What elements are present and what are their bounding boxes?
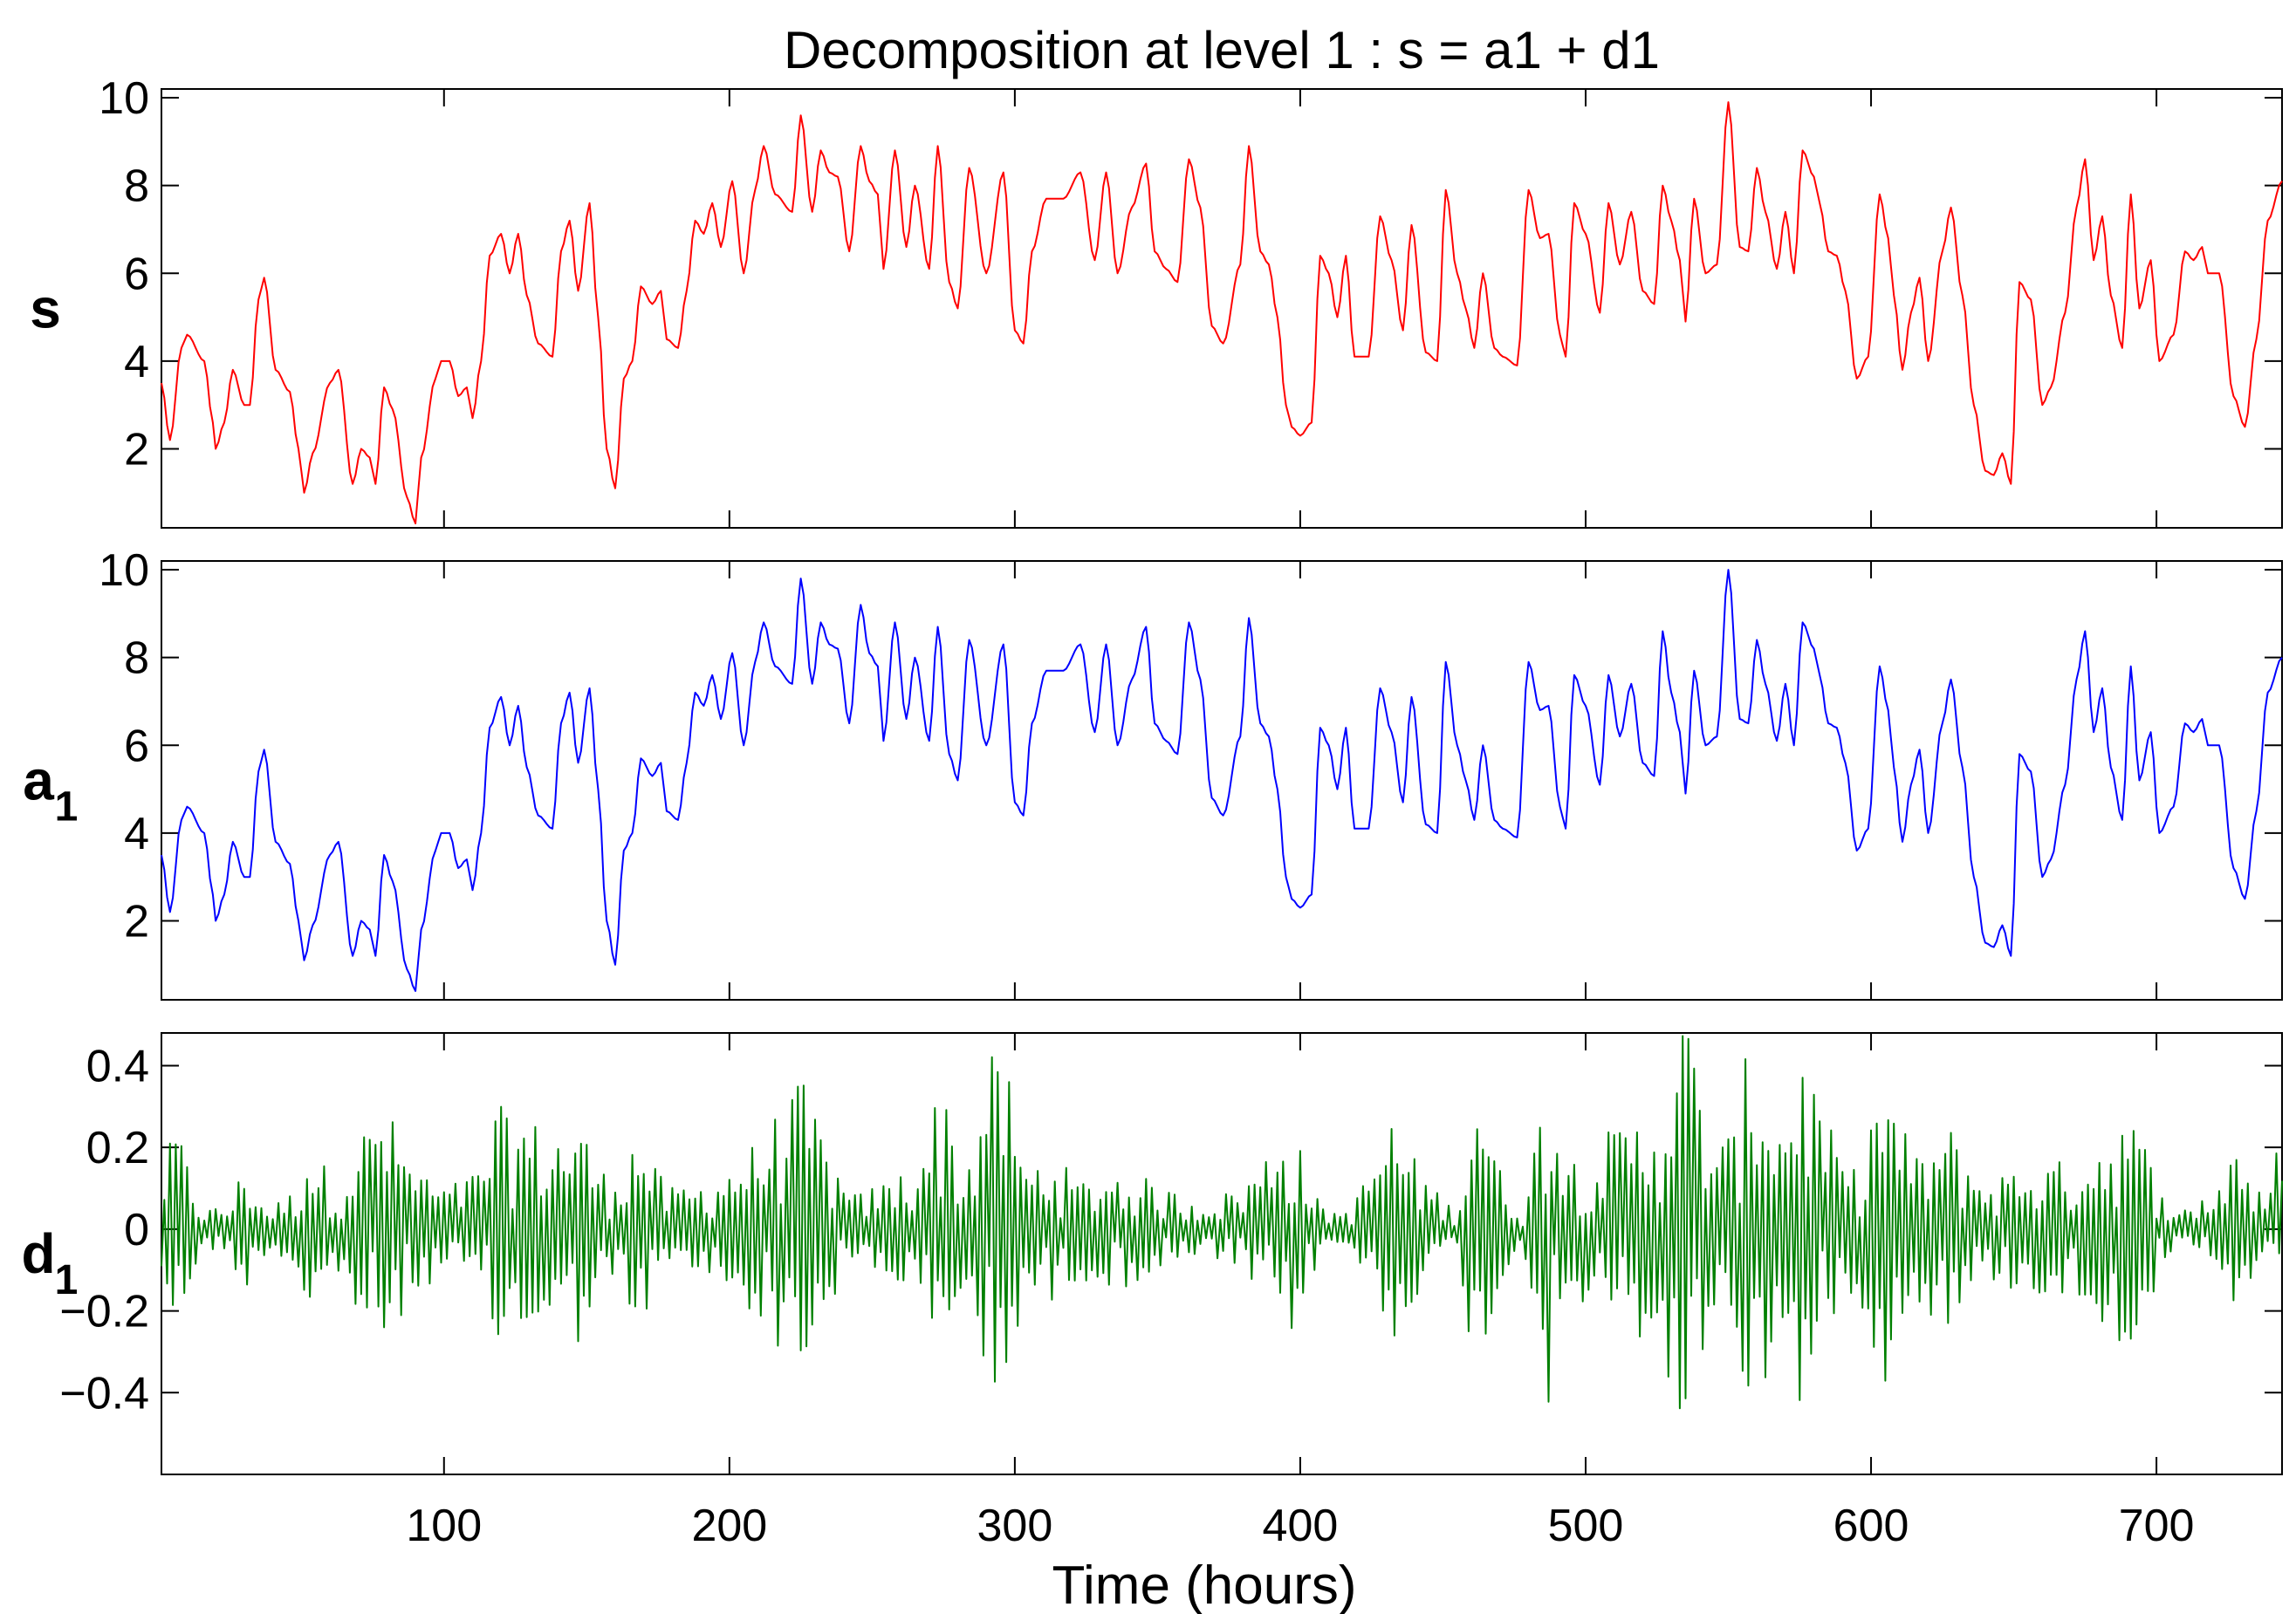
y-tick-label-s: 4 [124, 337, 149, 387]
y-tick-label-a1: 10 [99, 545, 149, 596]
panel-s: 2 4 6 8 10 s [30, 73, 2283, 529]
y-tick-label-s: 8 [124, 161, 149, 212]
y-tick-label-s: 2 [124, 424, 149, 475]
y-tick-label-s: 6 [124, 249, 149, 299]
y-axis-label-sub-a1: 1 [55, 784, 79, 831]
y-tick-label-a1: 6 [124, 721, 149, 771]
y-axis-label-d1: d [21, 1222, 55, 1285]
y-tick-label-s: 10 [99, 73, 149, 124]
y-axis-label-sub-d1: 1 [55, 1257, 79, 1303]
x-tick-label: 400 [1263, 1501, 1339, 1551]
plot-frame-s [161, 88, 2283, 529]
x-tick-label: 200 [691, 1501, 767, 1551]
y-axis-label-a1: a [23, 749, 54, 812]
series-line-s [161, 101, 2283, 524]
series-line-a1 [161, 569, 2283, 992]
y-axis-label-s: s [30, 277, 61, 340]
x-axis-label: Time (hours) [1052, 1556, 1356, 1614]
plot-frame-a1 [161, 560, 2283, 1001]
series-line-d1 [161, 1035, 2283, 1410]
panel-a1: 2 4 6 8 10 a 1 [23, 545, 2283, 1001]
x-tick-label: 600 [1833, 1501, 1909, 1551]
x-tick-label: 100 [406, 1501, 482, 1551]
x-tick-labels: 100 200 300 400 500 600 700 [406, 1501, 2194, 1551]
chart-title: Decomposition at level 1 : s = a1 + d1 [784, 21, 1660, 79]
y-tick-label-d1: 0.4 [86, 1041, 149, 1091]
y-tick-label-d1: 0.2 [86, 1123, 149, 1173]
x-tick-label: 300 [977, 1501, 1053, 1551]
y-tick-label-a1: 8 [124, 633, 149, 684]
y-tick-label-a1: 4 [124, 809, 149, 859]
y-tick-label-d1: −0.4 [59, 1368, 149, 1419]
y-tick-label-a1: 2 [124, 896, 149, 947]
x-tick-label: 500 [1548, 1501, 1624, 1551]
y-tick-label-d1: −0.2 [59, 1287, 149, 1337]
y-tick-label-d1: 0 [124, 1205, 149, 1255]
x-tick-label: 700 [2119, 1501, 2195, 1551]
panel-d1: −0.4 −0.2 0 0.2 0.4 d 1 [21, 1032, 2283, 1475]
